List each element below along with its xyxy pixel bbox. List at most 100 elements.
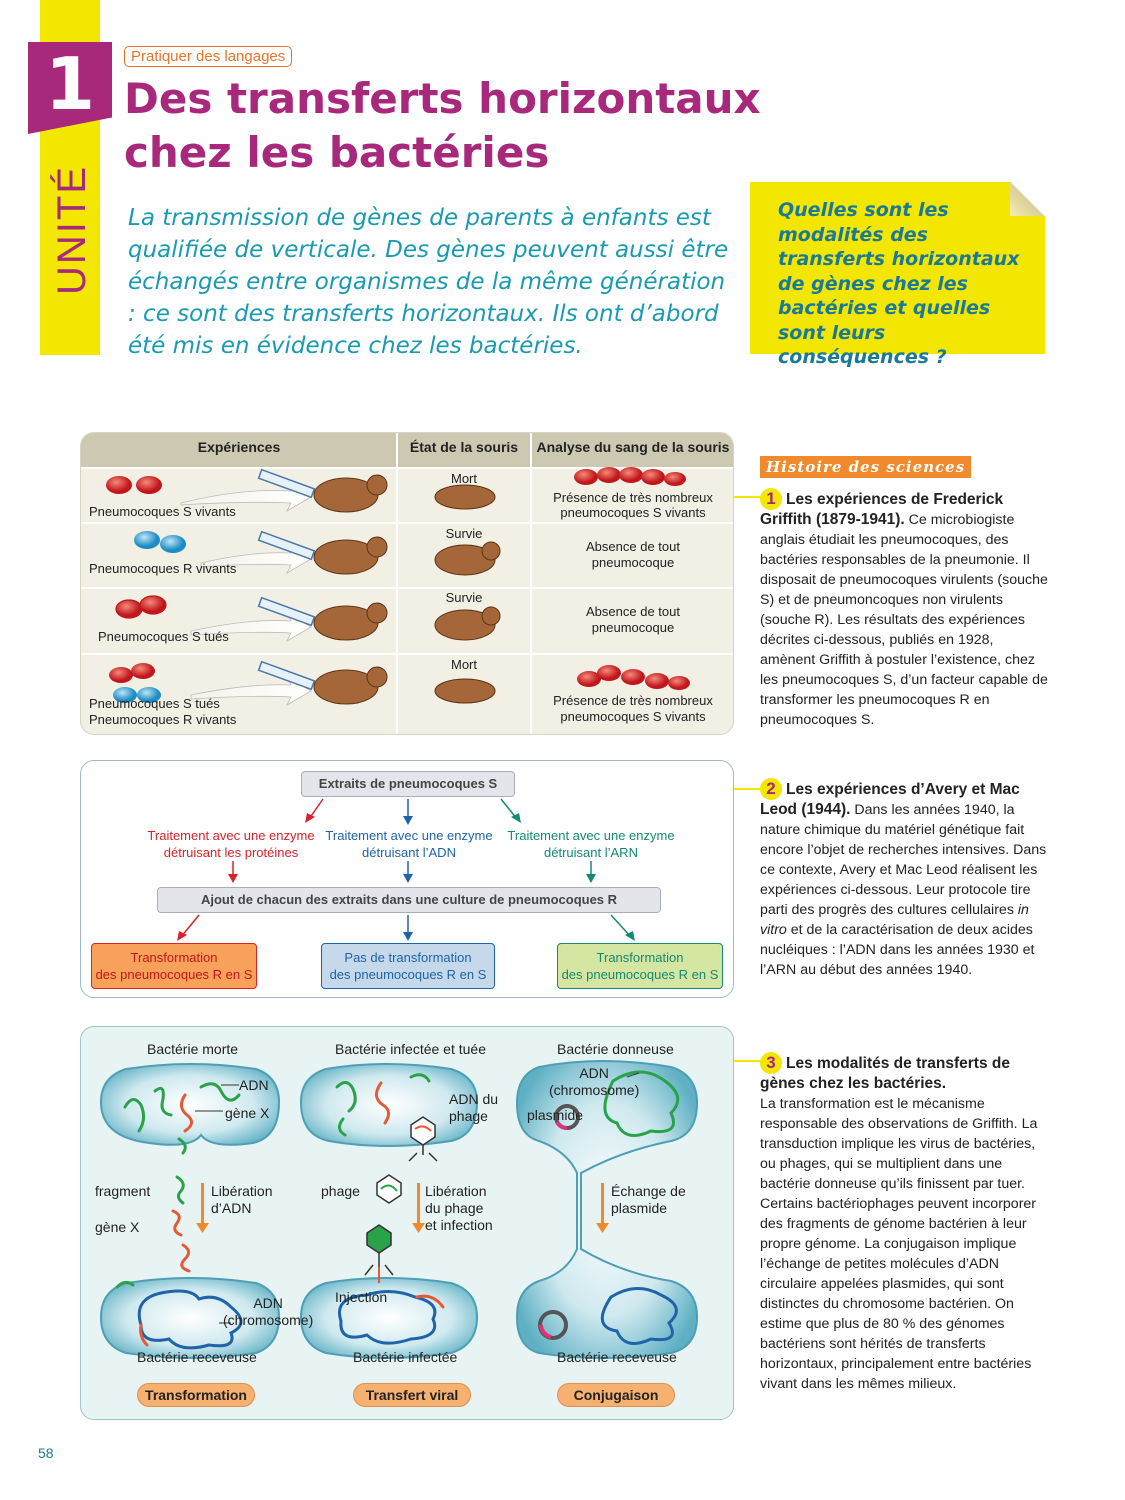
doc3-number: 3 xyxy=(760,1052,782,1074)
infected-bacterium-label: Bactérie infectée xyxy=(353,1349,458,1365)
fragment-label: fragment xyxy=(95,1183,151,1199)
pneumococcus-r-icon xyxy=(134,531,186,553)
analysis-line: pneumocoque xyxy=(591,620,675,635)
treatment-line: Traitement avec une enzyme xyxy=(325,828,493,843)
analysis-line: Absence de tout xyxy=(586,539,680,554)
mouse-state: Mort xyxy=(451,657,477,672)
experiment-illustrations xyxy=(106,467,690,707)
header-experiences: Expériences xyxy=(81,433,397,467)
result-line: Transformation xyxy=(130,950,218,965)
receiver-bacterium-label: Bactérie receveuse xyxy=(137,1349,257,1365)
result-line: des pneumocoques R en S xyxy=(329,967,487,982)
plasmid-label: plasmide xyxy=(527,1107,584,1123)
arrow-head-icon xyxy=(177,813,635,941)
mouse-state-icon xyxy=(434,484,501,704)
donor-chromosome-label: ADN (chromosome) xyxy=(549,1065,639,1099)
doc1-title: Les expériences de Frederick Griffith (1… xyxy=(760,491,1004,528)
infected-bacterium-title: Bactérie infectée et tuée xyxy=(335,1041,486,1057)
plasmid-icon xyxy=(538,1104,580,1340)
leader-lines xyxy=(195,1072,640,1324)
treatment-line: Traitement avec une enzyme xyxy=(147,828,315,843)
gene-x-label: gène X xyxy=(225,1105,270,1121)
extracts-box: Extraits de pneumocoques S xyxy=(301,771,515,797)
history-badge: Histoire des sciences xyxy=(760,456,972,478)
blood-bacteria-icon xyxy=(574,467,690,690)
doc3-connector xyxy=(734,1060,764,1062)
chromosome-label: ADN (chromosome) xyxy=(223,1295,313,1329)
bacteria-illustrations xyxy=(99,1060,699,1359)
result-line: des pneumocoques R en S xyxy=(561,967,719,982)
analysis-line: Présence de très nombreux xyxy=(553,693,713,708)
avery-flowchart: Extraits de pneumocoques S Traitement av… xyxy=(80,760,734,998)
title-line-2: chez les bactéries xyxy=(124,128,550,177)
phage-release-label: Libération du phage et infection xyxy=(425,1183,493,1234)
exp-label: Pneumocoques R vivants xyxy=(89,712,237,727)
unit-flag xyxy=(28,42,112,134)
mixed-pneumococcus-icon xyxy=(109,663,161,703)
label-line: ADN xyxy=(253,1295,283,1311)
analysis-line: Présence de très nombreux xyxy=(553,490,713,505)
doc2-title: Les expériences d’Avery et Mac Leod (194… xyxy=(760,781,1020,818)
header-mouse-state: État de la souris xyxy=(397,433,531,467)
result-line: Pas de transformation xyxy=(344,950,472,965)
label-line: plasmide xyxy=(611,1200,668,1216)
unit-word: UNITÉ xyxy=(50,165,94,295)
label-line: Échange de xyxy=(611,1183,686,1199)
doc2-connector xyxy=(734,788,764,790)
doc2-text: 2 Les expériences d’Avery et Mac Leod (19… xyxy=(760,778,1050,980)
culture-box: Ajout de chacun des extraits dans une cu… xyxy=(157,887,661,913)
dead-bacterium-title: Bactérie morte xyxy=(147,1041,239,1057)
conjugation-pill: Conjugaison xyxy=(557,1383,675,1407)
label-line: et infection xyxy=(425,1217,493,1233)
label-line: du phage xyxy=(425,1200,484,1216)
label-line: d’ADN xyxy=(211,1200,252,1216)
intro-text: La transmission de gènes de parents à en… xyxy=(128,205,729,359)
analysis-line: pneumocoques S vivants xyxy=(560,505,706,520)
result-line: des pneumocoques R en S xyxy=(95,967,253,982)
treatment-arn: Traitement avec une enzyme détruisant l’A… xyxy=(491,827,691,861)
exp-label: Pneumocoques S tués xyxy=(89,696,220,711)
doc3-body: La transformation est le mécanisme respo… xyxy=(760,1096,1038,1392)
label-line: ADN xyxy=(579,1065,609,1081)
analysis-line: Absence de tout xyxy=(586,604,680,619)
killed-pneumococcus-icon xyxy=(115,595,167,619)
treatment-proteins: Traitement avec une enzyme détruisant les… xyxy=(131,827,331,861)
down-arrow-icon xyxy=(196,1183,609,1233)
exp-label: Pneumocoques R vivants xyxy=(89,561,237,576)
treatment-adn: Traitement avec une enzyme détruisant l’A… xyxy=(309,827,509,861)
exp-label: Pneumocoques S tués xyxy=(98,629,229,644)
doc2-body-italic: in vitro xyxy=(760,902,1029,938)
result-no-transformation: Pas de transformation des pneumocoques R … xyxy=(321,943,495,989)
title-line-1: Des transferts horizontaux xyxy=(124,74,761,123)
mouse-state: Survie xyxy=(445,590,483,605)
result-transformation-1: Transformation des pneumocoques R en S xyxy=(91,943,257,989)
pneumococcus-s-icon xyxy=(106,476,162,494)
analysis-line: pneumocoques S vivants xyxy=(560,709,706,724)
label-line: Libération xyxy=(425,1183,487,1199)
injection-arrow-icon xyxy=(180,481,312,707)
release-adn-label: Libération d’ADN xyxy=(211,1183,273,1217)
receiver-bacterium-label-2: Bactérie receveuse xyxy=(557,1349,677,1365)
injection-label: Injection xyxy=(335,1289,388,1305)
question-text: Quelles sont les modalités des transfert… xyxy=(778,199,1020,368)
label-line: (chromosome) xyxy=(223,1312,314,1328)
doc1-number: 1 xyxy=(760,488,782,510)
viral-transfer-pill: Transfert viral xyxy=(353,1383,471,1407)
unit-number: 1 xyxy=(44,42,96,126)
analysis-line: pneumocoque xyxy=(591,555,675,570)
page-number: 58 xyxy=(38,1445,54,1461)
syringe-icon xyxy=(257,468,316,691)
dna-strand-icon xyxy=(115,1070,680,1350)
treatment-line: détruisant l’ADN xyxy=(362,845,456,860)
adn-label: ADN xyxy=(239,1077,269,1093)
skill-badge: Pratiquer des langages xyxy=(124,46,293,67)
donor-bacterium-title: Bactérie donneuse xyxy=(557,1041,674,1057)
page-title: Des transferts horizontaux chez les bact… xyxy=(124,72,764,180)
doc2-body-b: et de la caractérisation de deux acides … xyxy=(760,922,1035,978)
header-blood-analysis: Analyse du sang de la souris xyxy=(531,433,733,467)
gene-x-label-2: gène X xyxy=(95,1219,140,1235)
label-line: phage xyxy=(449,1108,488,1124)
phage-dna-label: ADN du phage xyxy=(449,1091,498,1125)
doc2-body-a: Dans les années 1940, la nature chimique… xyxy=(760,802,1047,918)
page-curl-icon xyxy=(1010,182,1045,216)
